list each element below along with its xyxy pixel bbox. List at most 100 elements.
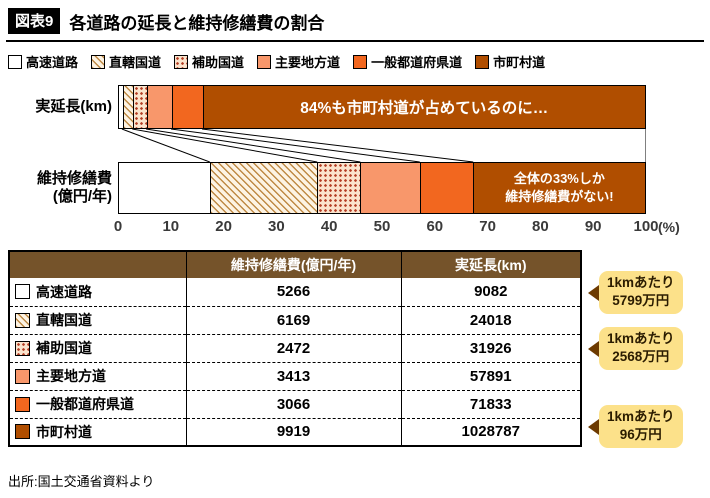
row-swatch-white (15, 284, 30, 300)
legend-item-white: 高速道路 (8, 52, 78, 71)
segment-white (119, 86, 123, 128)
segment-orange (171, 86, 203, 128)
segment-salmon (360, 163, 420, 213)
left-arrow-icon (588, 340, 599, 357)
col-header-length: 実延長(km) (400, 251, 581, 278)
legend-label: 高速道路 (26, 55, 79, 70)
legend-item-brown: 市町村道 (475, 52, 545, 71)
legend-item-orange: 一般都道府県道 (353, 52, 462, 71)
x-tick-label: 30 (268, 218, 285, 235)
road-type-label: 高速道路 (36, 283, 92, 300)
stacked-bar-chart: 実延長(km) 84%も市町村道が占めているのに… 維持修繕費 (億円/年) 全体… (8, 85, 710, 238)
segment-orange (419, 163, 473, 213)
chart-row-cost: 維持修繕費 (億円/年) 全体の33%しか 維持修繕費がない! (8, 162, 710, 214)
road-type-label: 一般都道府県道 (36, 396, 134, 412)
source-note: 出所:国土交通省資料より (8, 474, 155, 489)
table-header-row: 維持修繕費(億円/年) 実延長(km) (9, 251, 581, 278)
left-arrow-icon (588, 284, 599, 301)
x-tick-label: 10 (162, 218, 180, 235)
legend-swatch-brown (475, 54, 490, 69)
row-swatch-hatch (15, 312, 30, 328)
road-type-label: 直轄国道 (36, 312, 92, 328)
x-axis: 0 10 20 30 40 50 60 70 80 90 100 (%) (114, 214, 680, 238)
x-tick-label: 80 (532, 218, 549, 235)
x-tick-label: 90 (584, 218, 602, 235)
legend-label: 市町村道 (493, 55, 546, 70)
header: 図表9 各道路の延長と維持修繕費の割合 (6, 0, 704, 42)
length-value: 57891 (400, 361, 581, 390)
legend-swatch-salmon (257, 54, 272, 69)
segment-salmon (146, 86, 172, 128)
segment-hatch (210, 163, 318, 213)
chart-row-fan (8, 129, 710, 162)
cost-value: 9919 (185, 417, 401, 446)
row-swatch-salmon (15, 368, 30, 384)
legend-swatch-orange (353, 54, 368, 69)
length-value: 24018 (400, 305, 581, 334)
figure-number-badge: 図表9 (8, 8, 61, 34)
chart-row-axis: 0 10 20 30 40 50 60 70 80 90 100 (%) (8, 214, 710, 238)
road-type-label: 市町村道 (36, 423, 92, 440)
row-swatch-brown (15, 424, 30, 440)
x-tick-label: 20 (215, 218, 232, 235)
cost-value: 3413 (185, 361, 401, 390)
left-arrow-icon (588, 418, 599, 435)
x-tick-label: 0 (113, 218, 123, 235)
length-value: 71833 (400, 389, 581, 418)
legend-label: 主要地方道 (275, 55, 341, 70)
page-title: 各道路の延長と維持修繕費の割合 (69, 13, 325, 33)
data-table: 維持修繕費(億円/年) 実延長(km) 高速道路 5266 9082 直轄国道 6169… (8, 250, 582, 447)
segment-dots (317, 163, 361, 213)
length-value: 31926 (400, 333, 581, 362)
table-row: 一般都道府県道 3066 71833 (9, 389, 581, 418)
bar-annotation: 全体の33%しか 維持修繕費がない! (505, 171, 614, 204)
cost-value: 5266 (185, 278, 401, 306)
legend-swatch-hatch (91, 54, 106, 69)
table-row: 直轄国道 6169 24018 (9, 305, 581, 334)
length-value: 1028787 (400, 417, 581, 446)
bar-actual-length: 84%も市町村道が占めているのに… (118, 85, 646, 129)
bar-annotation: 84%も市町村道が占めているのに… (300, 100, 549, 117)
table-row: 主要地方道 3413 57891 (9, 361, 581, 390)
row-swatch-dots (15, 340, 30, 356)
legend-label: 直轄国道 (109, 55, 162, 70)
bar-maintenance-cost: 全体の33%しか 維持修繕費がない! (118, 162, 646, 214)
segment-brown: 84%も市町村道が占めているのに… (202, 86, 645, 128)
legend-label: 補助国道 (192, 55, 245, 70)
callout-bubble: 1kmあたり 2568万円 (599, 327, 683, 371)
connector-lines (118, 129, 646, 162)
col-header-road-type (9, 251, 186, 278)
callout-bubble: 1kmあたり 96万円 (599, 405, 683, 449)
segment-hatch (122, 86, 134, 128)
cost-value: 3066 (185, 389, 401, 418)
legend: 高速道路 直轄国道 補助国道 主要地方道 一般都道府県道 市町村道 (8, 52, 702, 71)
table-row: 市町村道 9919 1028787 (9, 417, 581, 446)
x-tick-label: 100 (633, 218, 659, 235)
segment-brown: 全体の33%しか 維持修繕費がない! (472, 163, 645, 213)
length-value: 9082 (400, 278, 581, 306)
segment-white (119, 163, 211, 213)
row-swatch-orange (15, 396, 30, 412)
callout-per-km-1: 1kmあたり 5799万円 (588, 271, 683, 315)
cost-value: 6169 (185, 305, 401, 334)
x-tick-label: 50 (373, 218, 391, 235)
x-tick-label: 70 (479, 218, 496, 235)
legend-swatch-white (8, 54, 22, 69)
callout-bubble: 1kmあたり 5799万円 (599, 271, 683, 315)
legend-item-dots: 補助国道 (174, 52, 244, 71)
table-row: 補助国道 2472 31926 (9, 333, 581, 362)
x-tick-label: 40 (320, 218, 338, 235)
ylabel-maintenance-cost: 維持修繕費 (億円/年) (36, 170, 112, 205)
callout-per-km-2: 1kmあたり 2568万円 (588, 327, 683, 371)
callout-per-km-3: 1kmあたり 96万円 (588, 405, 683, 449)
table-row: 高速道路 5266 9082 (9, 278, 581, 306)
chart-row-length: 実延長(km) 84%も市町村道が占めているのに… (8, 85, 710, 129)
legend-label: 一般都道府県道 (371, 55, 463, 70)
ylabel-actual-length: 実延長(km) (35, 98, 112, 115)
cost-value: 2472 (185, 333, 401, 362)
segment-dots (133, 86, 147, 128)
road-type-label: 主要地方道 (36, 368, 106, 384)
x-axis-unit: (%) (658, 219, 680, 235)
col-header-cost: 維持修繕費(億円/年) (185, 251, 401, 278)
